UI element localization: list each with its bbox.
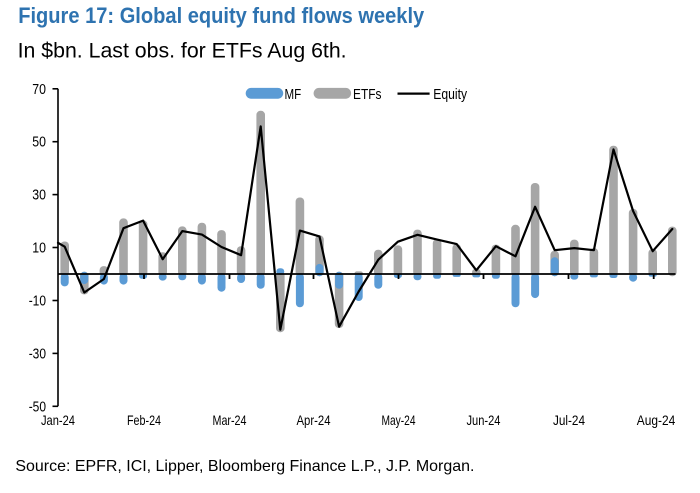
svg-text:MF: MF xyxy=(285,87,302,103)
svg-text:-30: -30 xyxy=(29,346,46,362)
svg-text:In $bn. Last obs. for ETFs Aug: In $bn. Last obs. for ETFs Aug 6th. xyxy=(18,38,347,62)
svg-text:10: 10 xyxy=(32,241,46,257)
svg-text:50: 50 xyxy=(32,135,46,151)
svg-text:-50: -50 xyxy=(29,399,46,415)
svg-text:Source: EPFR, ICI, Lipper, Blo: Source: EPFR, ICI, Lipper, Bloomberg Fin… xyxy=(15,458,474,475)
svg-text:Jan-24: Jan-24 xyxy=(41,412,75,428)
svg-text:Jun-24: Jun-24 xyxy=(467,412,501,428)
svg-text:Feb-24: Feb-24 xyxy=(127,412,161,428)
svg-text:-10: -10 xyxy=(29,294,46,310)
svg-text:Apr-24: Apr-24 xyxy=(297,412,331,428)
svg-text:Figure 17: Global equity fund: Figure 17: Global equity fund flows week… xyxy=(18,3,424,28)
svg-text:70: 70 xyxy=(32,82,46,98)
svg-text:May-24: May-24 xyxy=(382,412,416,428)
svg-text:Mar-24: Mar-24 xyxy=(213,412,247,428)
svg-text:Jul-24: Jul-24 xyxy=(553,412,585,428)
svg-text:Aug-24: Aug-24 xyxy=(637,412,676,428)
svg-text:Equity: Equity xyxy=(433,87,467,103)
svg-text:30: 30 xyxy=(32,188,46,204)
svg-text:ETFs: ETFs xyxy=(353,87,382,103)
